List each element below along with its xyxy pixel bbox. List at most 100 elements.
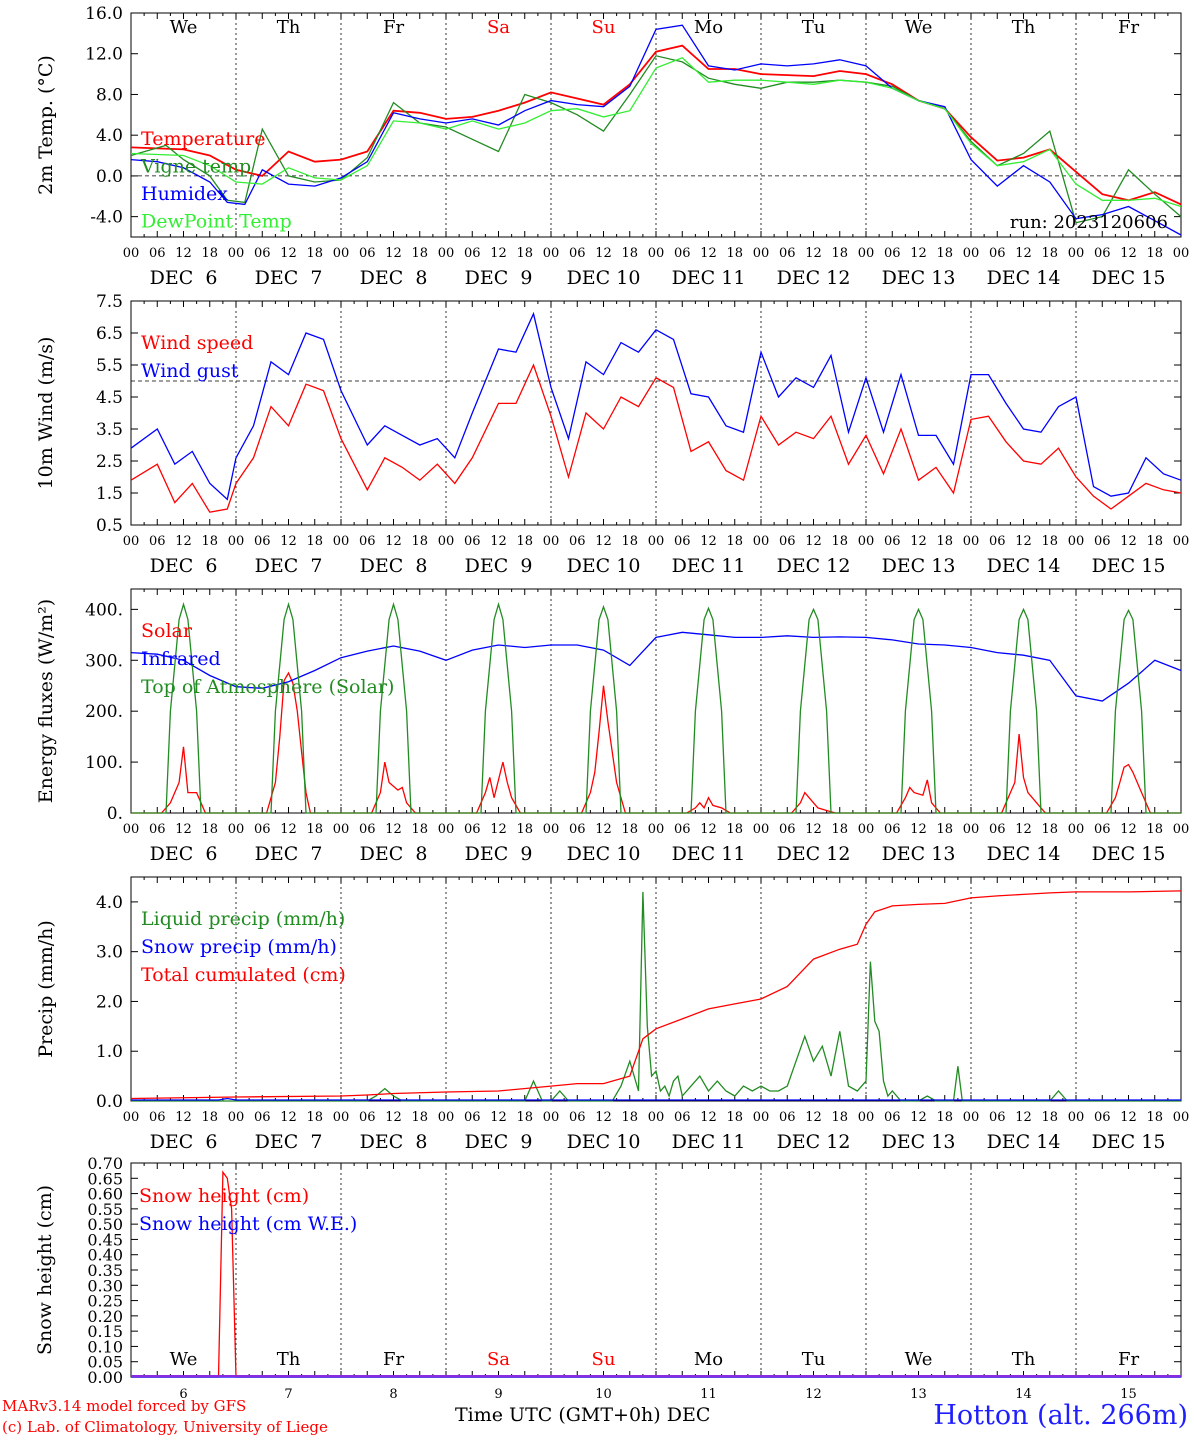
day-number-label: 10 <box>595 1387 612 1402</box>
hour-tick-label: 00 <box>228 1110 245 1125</box>
hour-tick-label: 18 <box>831 1110 848 1125</box>
hour-tick-label: 18 <box>726 246 743 261</box>
hour-tick-label: 18 <box>516 246 533 261</box>
hour-tick-label: 12 <box>595 246 612 261</box>
hour-tick-label: 18 <box>201 822 218 837</box>
hour-tick-label: 00 <box>648 822 665 837</box>
date-label: DEC 15 <box>1092 843 1166 865</box>
run-annotation: run: 2023120606 <box>1010 212 1168 233</box>
hour-tick-label: 18 <box>306 246 323 261</box>
weekday-label: Fr <box>1118 1349 1139 1370</box>
y-axis-title: Precip (mm/h) <box>35 920 57 1058</box>
hour-tick-label: 12 <box>385 1110 402 1125</box>
hour-tick-label: 12 <box>1015 1110 1032 1125</box>
hour-tick-label: 18 <box>306 822 323 837</box>
hour-tick-label: 12 <box>1120 534 1137 549</box>
y-tick-label: 3.5 <box>96 420 123 440</box>
hour-tick-label: 18 <box>306 1110 323 1125</box>
legend-entry: DewPoint Temp <box>141 211 292 233</box>
date-label: DEC 9 <box>465 555 533 577</box>
hour-tick-label: 00 <box>753 822 770 837</box>
hour-tick-label: 00 <box>1068 534 1085 549</box>
hour-tick-label: 12 <box>910 1110 927 1125</box>
hour-tick-label: 12 <box>175 822 192 837</box>
date-label: DEC 6 <box>150 1131 218 1153</box>
weekday-label: Fr <box>383 1349 404 1370</box>
hour-tick-label: 18 <box>831 246 848 261</box>
y-tick-label: 0. <box>107 804 123 824</box>
y-tick-label: 4.0 <box>96 893 123 913</box>
hour-tick-label: 00 <box>438 246 455 261</box>
hour-tick-label: 12 <box>385 534 402 549</box>
panel-wind: 0.5 1.5 2.5 3.5 4.5 5.5 6.5 7.5 10m Wind (m/s) Wi… <box>35 292 1189 577</box>
date-label: DEC 8 <box>360 267 428 289</box>
hour-tick-label: 12 <box>805 1110 822 1125</box>
hour-tick-label: 12 <box>1120 822 1137 837</box>
hour-tick-label: 12 <box>175 1110 192 1125</box>
weekday-label: We <box>170 17 198 38</box>
legend-entry: Top of Atmosphere (Solar) <box>141 676 394 698</box>
y-tick-label: 400. <box>85 600 123 620</box>
hour-tick-label: 18 <box>726 534 743 549</box>
hour-tick-label: 06 <box>1094 246 1111 261</box>
y-tick-label: 0.05 <box>87 1353 123 1372</box>
hour-tick-label: 12 <box>700 822 717 837</box>
hour-tick-label: 00 <box>1068 246 1085 261</box>
hour-tick-label: 18 <box>1146 1110 1163 1125</box>
y-tick-label: 0.00 <box>87 1368 123 1387</box>
series-line-total-cumulated-cm- <box>130 890 1182 1100</box>
date-label: DEC 11 <box>672 555 746 577</box>
legend-entry: Snow precip (mm/h) <box>141 936 337 958</box>
hour-tick-label: 00 <box>1173 1110 1190 1125</box>
hour-tick-label: 00 <box>753 534 770 549</box>
y-tick-label: 5.5 <box>96 356 123 376</box>
date-label: DEC 10 <box>567 843 641 865</box>
hour-tick-label: 06 <box>779 534 796 549</box>
weekday-label: Sa <box>487 1349 510 1370</box>
hour-tick-label: 06 <box>674 246 691 261</box>
panel-snow: 0.000.050.100.150.200.250.300.350.400.45… <box>34 1154 1182 1402</box>
y-tick-label: 0.65 <box>87 1169 123 1188</box>
legend-entry: Wind speed <box>141 332 253 354</box>
legend-entry: Snow height (cm) <box>139 1185 309 1207</box>
hour-tick-label: 06 <box>1094 822 1111 837</box>
hour-tick-label: 00 <box>228 822 245 837</box>
hour-tick-label: 12 <box>805 246 822 261</box>
hour-tick-label: 00 <box>648 1110 665 1125</box>
hour-tick-label: 18 <box>306 534 323 549</box>
y-tick-label: 200. <box>85 702 123 722</box>
y-tick-label: 0.20 <box>87 1307 123 1326</box>
hour-tick-label: 06 <box>254 822 271 837</box>
legend-entry: Wind gust <box>141 360 239 382</box>
hour-tick-label: 00 <box>858 1110 875 1125</box>
y-tick-label: 0.25 <box>87 1292 123 1311</box>
hour-tick-label: 00 <box>438 822 455 837</box>
weekday-label: Tu <box>802 1349 826 1370</box>
hour-tick-label: 06 <box>1094 534 1111 549</box>
hour-tick-label: 06 <box>149 534 166 549</box>
hour-tick-label: 12 <box>175 246 192 261</box>
legend-entry: Vigne temp <box>140 156 251 178</box>
series-line-infrared <box>130 631 1182 702</box>
hour-tick-label: 00 <box>753 1110 770 1125</box>
hour-tick-label: 18 <box>621 534 638 549</box>
date-label: DEC 8 <box>360 1131 428 1153</box>
weekday-label: Th <box>277 17 301 38</box>
date-label: DEC 9 <box>465 267 533 289</box>
panel-energy: 0. 100. 200. 300. 400. Energy fluxes (W/m²) So… <box>35 588 1189 865</box>
hour-tick-label: 00 <box>648 246 665 261</box>
date-label: DEC 12 <box>777 267 851 289</box>
hour-tick-label: 12 <box>490 534 507 549</box>
hour-tick-label: 18 <box>726 1110 743 1125</box>
hour-tick-label: 00 <box>543 534 560 549</box>
y-tick-label: 2.0 <box>96 992 123 1012</box>
series-line-dewpoint-temp <box>130 57 1182 208</box>
date-label: DEC 6 <box>150 843 218 865</box>
date-label: DEC 13 <box>882 1131 956 1153</box>
legend-entry: Total cumulated (cm) <box>141 964 346 986</box>
hour-tick-label: 06 <box>359 1110 376 1125</box>
y-tick-label: 0.45 <box>87 1230 123 1249</box>
hour-tick-label: 12 <box>595 822 612 837</box>
hour-tick-label: 06 <box>359 534 376 549</box>
hour-tick-label: 12 <box>385 822 402 837</box>
